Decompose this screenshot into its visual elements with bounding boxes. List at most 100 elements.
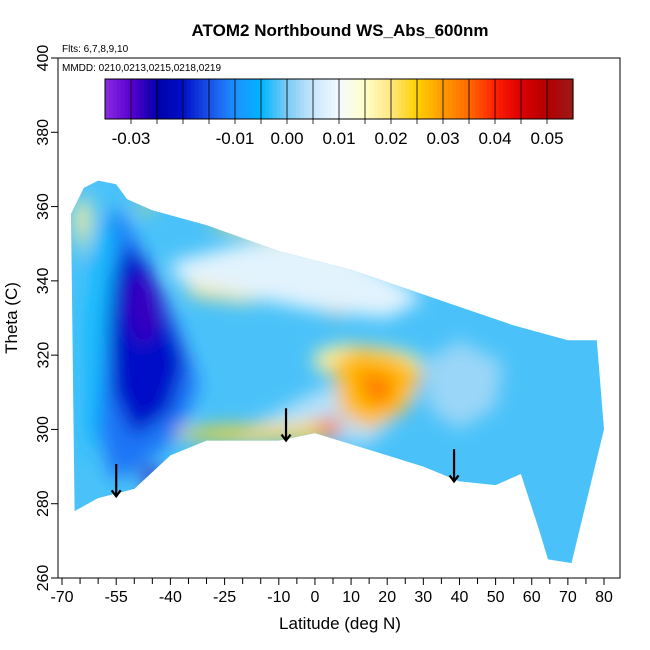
colorbar-segment — [198, 79, 204, 119]
x-tick-label: -10 — [267, 589, 290, 606]
flight-marker-arrow — [280, 408, 292, 443]
colorbar-segment — [545, 79, 551, 119]
colorbar-segment — [459, 79, 465, 119]
colorbar-segment — [374, 79, 379, 119]
colorbar: -0.03 -0.01 0.00 0.01 0.02 0.03 0.04 0.05 — [104, 78, 574, 148]
colorbar-segment — [456, 79, 461, 119]
colorbar-segment — [487, 79, 492, 119]
colorbar-segment — [428, 79, 434, 119]
colorbar-segment — [557, 79, 562, 119]
colorbar-segment — [296, 79, 301, 119]
colorbar-label: 0.00 — [270, 129, 303, 148]
colorbar-segment — [354, 79, 360, 119]
colorbar-segment — [159, 79, 165, 119]
heatmap-cell-region — [170, 236, 424, 318]
colorbar-label: 0.05 — [530, 129, 563, 148]
colorbar-segment — [393, 79, 399, 119]
colorbar-segment — [186, 79, 192, 119]
colorbar-segment — [108, 79, 114, 119]
heatmap-cell-region — [141, 466, 164, 486]
x-tick-label: 50 — [487, 589, 505, 606]
colorbar-segment — [214, 79, 219, 119]
colorbar-segment — [225, 79, 231, 119]
colorbar-segment — [436, 79, 441, 119]
x-tick-label: 40 — [451, 589, 469, 606]
colorbar-segment — [222, 79, 227, 119]
colorbar-segment — [335, 79, 340, 119]
colorbar-segment — [151, 79, 157, 119]
colorbar-segment — [565, 79, 570, 119]
colorbar-segment — [163, 79, 168, 119]
colorbar-segment — [300, 79, 305, 119]
colorbar-segment — [140, 79, 145, 119]
x-tick-label: 10 — [342, 589, 360, 606]
y-tick-label: 280 — [35, 490, 52, 517]
colorbar-segment — [385, 79, 391, 119]
colorbar-segment — [202, 79, 207, 119]
colorbar-segment — [381, 79, 387, 119]
colorbar-segment — [124, 79, 129, 119]
colorbar-segment — [514, 79, 519, 119]
colorbar-segment — [253, 79, 258, 119]
colorbar-segment — [112, 79, 118, 119]
colorbar-segment — [549, 79, 555, 119]
colorbar-label: -0.03 — [112, 129, 151, 148]
colorbar-segment — [245, 79, 250, 119]
x-tick-label: -40 — [159, 589, 182, 606]
colorbar-segment — [331, 79, 336, 119]
colorbar-segment — [249, 79, 254, 119]
colorbar-segment — [432, 79, 438, 119]
dates-note: MMDD: 0210,0213,0215,0218,0219 — [62, 63, 221, 74]
colorbar-segment — [132, 79, 137, 119]
colorbar-segment — [498, 79, 504, 119]
x-tick-label: -25 — [213, 589, 236, 606]
colorbar-label: 0.01 — [322, 129, 355, 148]
colorbar-segment — [342, 79, 348, 119]
colorbar-segment — [339, 79, 344, 119]
colorbar-segment — [257, 79, 262, 119]
colorbar-segment — [444, 79, 449, 119]
x-tick-label: -70 — [50, 589, 73, 606]
colorbar-segment — [116, 79, 122, 119]
colorbar-segment — [241, 79, 246, 119]
colorbar-segment — [323, 79, 328, 119]
colorbar-segment — [210, 79, 215, 119]
flights-note: Flts: 6,7,8,9,10 — [62, 44, 129, 55]
colorbar-segment — [452, 79, 457, 119]
colorbar-segment — [479, 79, 484, 119]
colorbar-segment — [319, 79, 324, 119]
colorbar-segment — [147, 79, 153, 119]
colorbar-segment — [288, 79, 293, 119]
chart-title: ATOM2 Northbound WS_Abs_600nm — [192, 21, 489, 40]
x-tick-label: 60 — [523, 589, 541, 606]
colorbar-segment — [120, 79, 126, 119]
colorbar-segment — [553, 79, 558, 119]
colorbar-segment — [530, 79, 535, 119]
colorbar-segment — [378, 79, 383, 119]
colorbar-segment — [179, 79, 184, 119]
colorbar-label: 0.03 — [426, 129, 459, 148]
colorbar-segment — [483, 79, 488, 119]
x-tick-label: 70 — [559, 589, 577, 606]
y-tick-label: 260 — [35, 565, 52, 592]
colorbar-segment — [366, 79, 371, 119]
colorbar-segment — [541, 79, 547, 119]
colorbar-segment — [268, 79, 274, 119]
colorbar-segment — [276, 79, 282, 119]
colorbar-segment — [522, 79, 527, 119]
x-tick-label: 30 — [414, 589, 432, 606]
colorbar-segment — [526, 79, 531, 119]
colorbar-segment — [358, 79, 363, 119]
x-axis-label: Latitude (deg N) — [279, 614, 401, 633]
colorbar-segment — [569, 79, 574, 119]
colorbar-segment — [105, 79, 110, 119]
flight-marker-arrow — [110, 464, 122, 499]
y-tick-label: 300 — [35, 416, 52, 443]
colorbar-segment — [229, 79, 235, 119]
heatmap-cell-region — [423, 340, 503, 430]
heatmap-cell-region — [358, 370, 395, 408]
colorbar-segment — [502, 79, 508, 119]
x-tick-label: 80 — [595, 589, 613, 606]
colorbar-segment — [401, 79, 406, 119]
colorbar-segment — [350, 79, 356, 119]
